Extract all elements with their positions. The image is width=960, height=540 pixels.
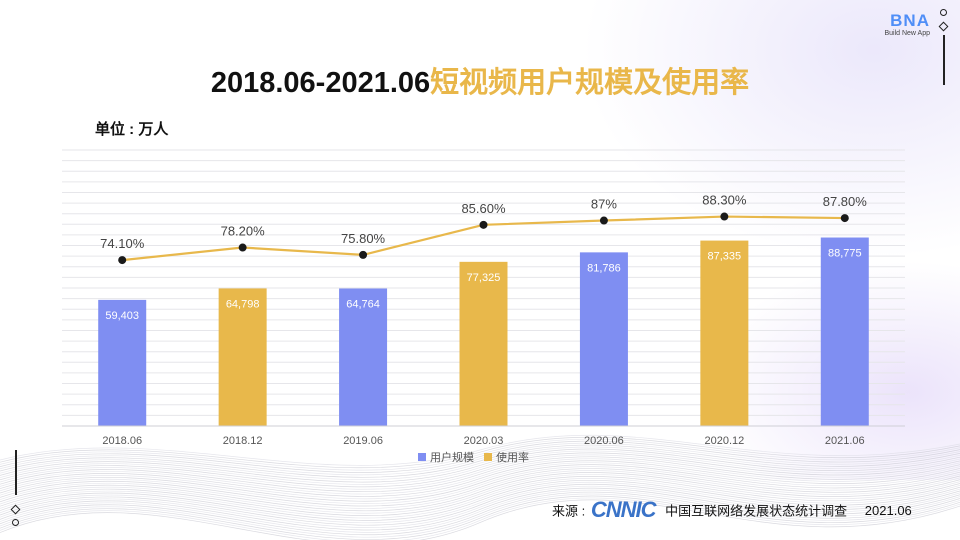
source-org-name: 中国互联网络发展状态统计调查 [665, 503, 848, 519]
chart-title: 2018.06-2021.06短视频用户规模及使用率 [0, 59, 960, 101]
source-label: 来源 : [552, 503, 586, 519]
cnnic-logo: CNNIC [590, 497, 657, 522]
line-point [359, 250, 368, 259]
bar-value-label: 88,775 [828, 248, 862, 260]
deco-circle-top [940, 9, 947, 16]
source-line: 来源 : CNNIC 中国互联网络发展状态统计调查 2021.06 [552, 497, 912, 523]
line-value-label: 78.20% [221, 224, 266, 239]
deco-line-left [15, 450, 17, 495]
brand-logo-subtitle: Build New App [884, 30, 930, 37]
brand-logo-text: BNA [890, 11, 930, 30]
legend-label: 使用率 [496, 450, 529, 464]
line-value-label: 88.30% [702, 193, 747, 208]
brand-logo: BNA Build New App [884, 12, 930, 38]
line-value-label: 74.10% [100, 236, 145, 251]
bar-value-label: 77,325 [467, 272, 501, 284]
line-point [720, 212, 729, 221]
bar-value-label: 81,786 [587, 262, 621, 274]
deco-circle-bottom [12, 519, 19, 526]
bar-value-label: 64,798 [226, 298, 260, 310]
bar [98, 299, 147, 426]
bar [339, 288, 388, 426]
legend-swatch [418, 453, 426, 461]
x-tick-label: 2020.12 [704, 435, 744, 447]
bar [218, 288, 267, 426]
bar [579, 252, 628, 426]
x-tick-label: 2021.06 [825, 435, 865, 447]
line-point [238, 243, 247, 252]
x-tick-label: 2020.06 [584, 435, 624, 447]
line-value-label: 75.80% [341, 231, 386, 246]
bar [459, 261, 508, 426]
chart-title-topic: 短视频用户规模及使用率 [430, 67, 750, 99]
line-point [840, 214, 849, 223]
line-point [479, 220, 488, 229]
line-value-label: 87% [591, 197, 617, 212]
bar-value-label: 87,335 [708, 251, 742, 263]
line-value-label: 87.80% [823, 194, 868, 209]
legend-swatch [484, 453, 492, 461]
line-value-label: 85.60% [461, 201, 506, 216]
bar [700, 240, 749, 426]
legend-label: 用户规模 [430, 450, 474, 464]
line-point [599, 216, 608, 225]
chart-title-range: 2018.06-2021.06 [210, 67, 431, 99]
bar [820, 237, 869, 426]
deco-line-right [943, 35, 945, 85]
unit-label: 单位 : 万人 [95, 121, 169, 138]
bar-value-label: 64,764 [346, 299, 380, 311]
bar-value-label: 59,403 [105, 310, 139, 322]
x-tick-label: 2019.06 [343, 435, 383, 447]
line-point [118, 256, 127, 265]
x-tick-label: 2020.03 [464, 435, 504, 447]
x-tick-label: 2018.12 [223, 435, 263, 447]
source-date: 2021.06 [864, 502, 912, 518]
x-tick-label: 2018.06 [102, 435, 142, 447]
